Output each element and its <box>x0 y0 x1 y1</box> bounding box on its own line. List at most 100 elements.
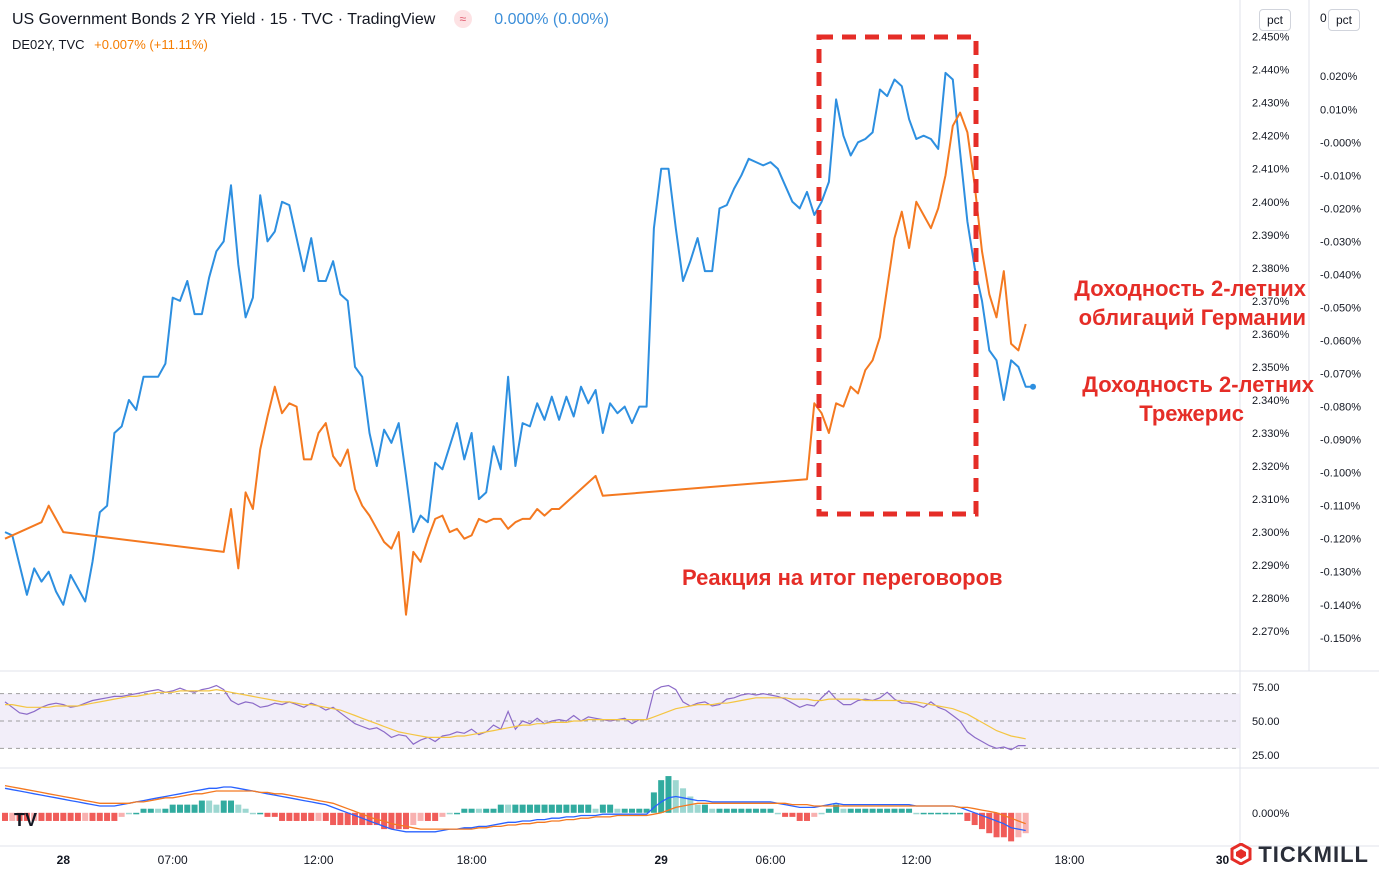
macd-histogram-bar <box>818 812 825 815</box>
macd-histogram-bar <box>461 808 468 813</box>
macd-histogram-bar <box>31 812 38 821</box>
macd-histogram-bar <box>133 812 140 815</box>
right-price-axis: 0.020% 0.010% -0.000% -0.010% -0.020% -0.030%… <box>1320 71 1361 645</box>
macd-histogram-bar <box>876 808 883 813</box>
macd-histogram-bar <box>643 808 650 813</box>
macd-histogram-bar <box>563 804 570 813</box>
left-axis-tick: 2.340% <box>1252 395 1290 407</box>
time-axis: 28 07:00 12:00 18:00 29 06:00 12:00 18:00 30 <box>57 853 1230 867</box>
time-axis-tick: 29 <box>654 853 668 867</box>
macd-histogram-bar <box>585 804 592 813</box>
wave-icon[interactable]: ≈ <box>453 10 472 28</box>
left-axis-tick: 2.280% <box>1252 593 1290 605</box>
macd-histogram-bar <box>490 808 497 813</box>
right-axis-tick: -0.010% <box>1320 170 1361 182</box>
macd-histogram-bar <box>271 812 278 817</box>
right-axis-tick: -0.150% <box>1320 633 1361 645</box>
right-scale-pct-button[interactable]: pct <box>1328 9 1360 31</box>
macd-histogram-bar <box>650 792 657 813</box>
compare-change-value: +0.007% (+11.11%) <box>94 37 208 52</box>
right-axis-tick: -0.060% <box>1320 336 1361 348</box>
tradingview-logo[interactable]: TV <box>14 810 37 831</box>
macd-histogram-bar <box>176 804 183 813</box>
compare-symbol[interactable]: DE02Y, TVC <box>12 37 85 52</box>
chart-title[interactable]: US Government Bonds 2 YR Yield · 15 · TV… <box>12 11 436 28</box>
macd-histogram-bar <box>67 812 74 821</box>
tickmill-name: TICKMILL <box>1258 842 1369 867</box>
macd-histogram-bar <box>468 808 475 813</box>
left-axis-tick: 2.390% <box>1252 230 1290 242</box>
macd-histogram-bar <box>993 812 1000 838</box>
macd-axis-tick: 0.000% <box>1252 808 1290 820</box>
macd-histogram-bar <box>60 812 67 821</box>
macd-histogram-bar <box>111 812 118 821</box>
macd-histogram-bar <box>942 812 949 815</box>
tickmill-brand: TICKMILL <box>1230 842 1369 868</box>
macd-histogram-bar <box>23 812 30 821</box>
macd-histogram-bar <box>701 804 708 813</box>
macd-histogram-bar <box>847 808 854 813</box>
left-axis-tick: 2.270% <box>1252 626 1290 638</box>
macd-histogram-bar <box>957 812 964 815</box>
macd-histogram-bar <box>104 812 111 821</box>
time-axis-tick: 12:00 <box>303 853 333 867</box>
macd-histogram-bar <box>228 800 235 813</box>
macd-histogram-bar <box>483 808 490 813</box>
macd-histogram-bar <box>206 800 213 813</box>
macd-histogram-bar <box>410 812 417 826</box>
left-price-axis: 2.450% 2.440% 2.430% 2.420% 2.410% 2.400% 2.39… <box>1252 32 1290 639</box>
macd-histogram-bar <box>235 804 242 813</box>
left-axis-tick: 2.370% <box>1252 296 1290 308</box>
right-axis-tick: 0.020% <box>1320 71 1358 83</box>
macd-signal-line <box>4 784 1026 830</box>
time-axis-tick: 07:00 <box>158 853 188 867</box>
macd-histogram-bar <box>264 812 271 817</box>
macd-histogram-bar <box>927 812 934 815</box>
left-axis-tick: 2.450% <box>1252 32 1290 44</box>
macd-histogram-bar <box>155 808 162 813</box>
right-axis-tick: -0.040% <box>1320 269 1361 281</box>
left-scale-pct-button[interactable]: pct <box>1259 9 1291 31</box>
macd-histogram-bar <box>636 808 643 813</box>
macd-histogram-bar <box>964 812 971 821</box>
main-pane-series <box>4 71 1036 616</box>
macd-histogram-bar <box>169 804 176 813</box>
macd-histogram-bar <box>556 804 563 813</box>
tickmill-logo-icon <box>1230 843 1252 865</box>
macd-histogram-bar <box>629 808 636 813</box>
macd-histogram-bar <box>680 788 687 813</box>
macd-histogram-bar <box>803 812 810 821</box>
macd-histogram-bar <box>257 812 264 815</box>
macd-histogram-bar <box>891 808 898 813</box>
macd-histogram-bar <box>366 812 373 826</box>
macd-histogram-bar <box>782 812 789 817</box>
right-axis-tick: -0.030% <box>1320 236 1361 248</box>
macd-histogram-bar <box>745 808 752 813</box>
rsi-axis-tick: 50.00 <box>1252 716 1280 728</box>
macd-histogram-bar <box>213 804 220 813</box>
macd-histogram-bar <box>1022 812 1029 834</box>
macd-histogram-bar <box>293 812 300 821</box>
right-axis-tick: -0.130% <box>1320 567 1361 579</box>
macd-histogram-bar <box>351 812 358 826</box>
macd-histogram-bar <box>709 808 716 813</box>
macd-histogram-bar <box>308 812 315 821</box>
left-axis-tick: 2.400% <box>1252 197 1290 209</box>
macd-histogram-bar <box>621 808 628 813</box>
macd-histogram-bar <box>971 812 978 826</box>
left-axis-tick: 2.350% <box>1252 362 1290 374</box>
macd-histogram-bar <box>855 808 862 813</box>
time-axis-tick: 18:00 <box>1054 853 1084 867</box>
macd-histogram-bar <box>242 808 249 813</box>
macd-histogram-bar <box>82 812 89 821</box>
macd-histogram-bar <box>949 812 956 815</box>
right-axis-tick: -0.000% <box>1320 137 1361 149</box>
macd-histogram-bar <box>906 808 913 813</box>
macd-histogram-bar <box>548 804 555 813</box>
macd-histogram-bar <box>978 812 985 830</box>
macd-histogram-bar <box>607 804 614 813</box>
macd-histogram-bar <box>475 808 482 813</box>
left-axis-tick: 2.300% <box>1252 527 1290 539</box>
right-scale-prefix: 0 <box>1320 11 1327 25</box>
